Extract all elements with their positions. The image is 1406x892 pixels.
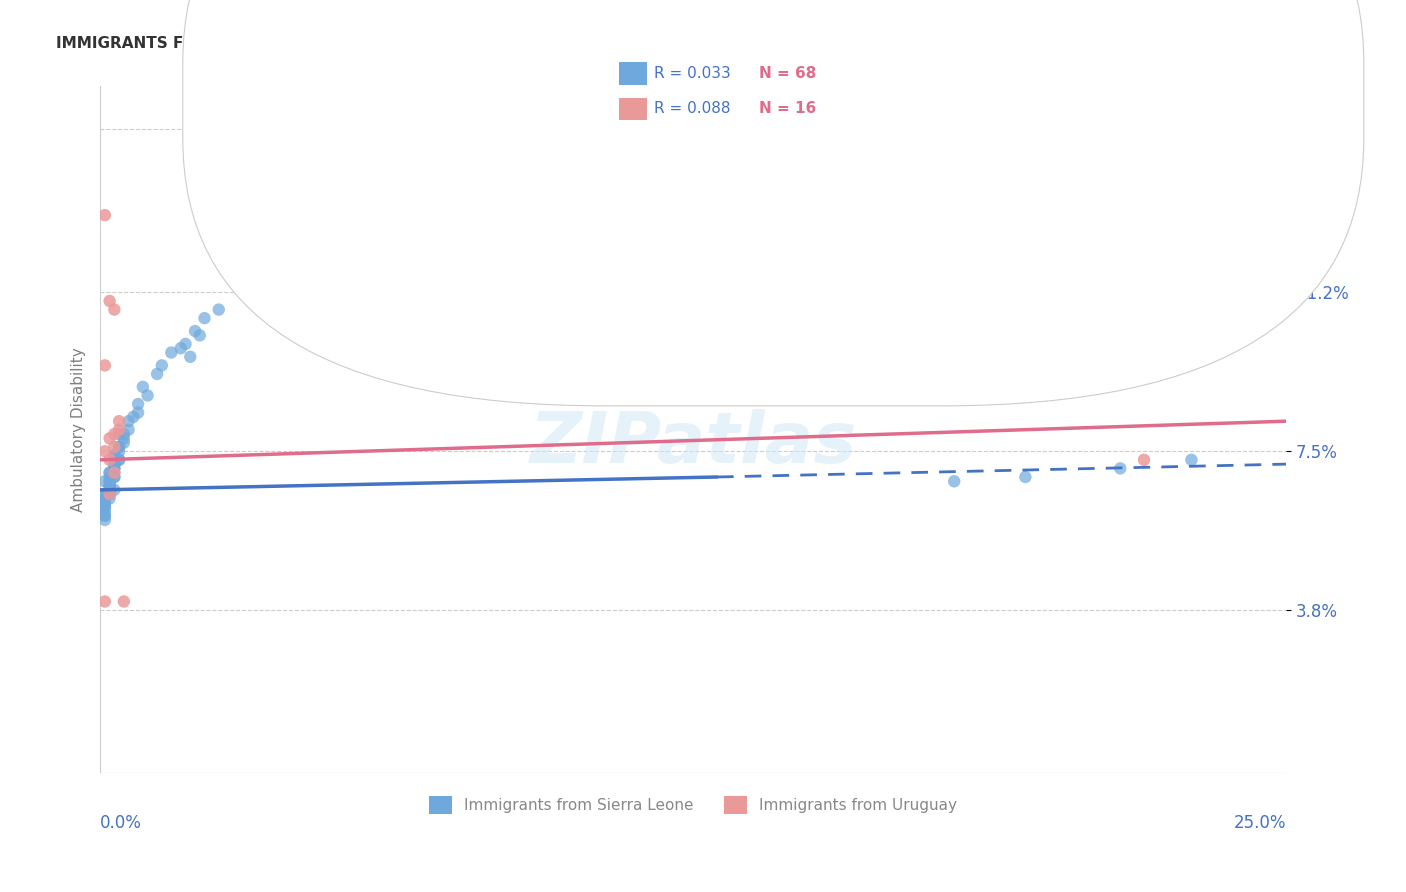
Point — [103, 470, 125, 484]
Point — [112, 431, 135, 445]
Point — [103, 449, 125, 463]
Point — [103, 457, 125, 471]
Point — [127, 406, 149, 420]
Point — [98, 491, 121, 506]
Text: IMMIGRANTS FROM SIERRA LEONE VS IMMIGRANTS FROM URUGUAY AMBULATORY DISABILITY CO: IMMIGRANTS FROM SIERRA LEONE VS IMMIGRAN… — [56, 36, 1050, 51]
Point — [103, 427, 125, 442]
Point — [117, 423, 139, 437]
Point — [103, 302, 125, 317]
Point — [98, 478, 121, 492]
Point — [94, 444, 117, 458]
Point — [108, 452, 131, 467]
Point — [94, 487, 117, 501]
Point — [1109, 461, 1132, 475]
Point — [98, 478, 121, 492]
Text: 25.0%: 25.0% — [1234, 814, 1286, 832]
Point — [103, 457, 125, 471]
Point — [1180, 452, 1202, 467]
Point — [98, 431, 121, 445]
Point — [103, 461, 125, 475]
Point — [1014, 470, 1036, 484]
Point — [94, 508, 117, 523]
Point — [188, 328, 211, 343]
Text: 0.0%: 0.0% — [100, 814, 142, 832]
Point — [103, 466, 125, 480]
Point — [98, 487, 121, 501]
Text: N = 16: N = 16 — [759, 102, 817, 116]
Legend: Immigrants from Sierra Leone, Immigrants from Uruguay: Immigrants from Sierra Leone, Immigrants… — [423, 789, 963, 821]
Point — [170, 341, 193, 355]
Y-axis label: Ambulatory Disability: Ambulatory Disability — [72, 347, 86, 512]
Point — [108, 452, 131, 467]
Point — [94, 500, 117, 514]
Point — [94, 491, 117, 506]
Point — [94, 508, 117, 523]
Point — [103, 440, 125, 454]
Point — [193, 311, 215, 326]
Point — [98, 483, 121, 497]
Point — [108, 427, 131, 442]
Point — [208, 302, 231, 317]
Point — [103, 457, 125, 471]
Point — [112, 435, 135, 450]
Point — [943, 475, 966, 489]
Text: N = 68: N = 68 — [759, 66, 817, 80]
Point — [103, 470, 125, 484]
Point — [94, 208, 117, 222]
Text: Source: ZipAtlas.com: Source: ZipAtlas.com — [1230, 36, 1364, 49]
Point — [136, 388, 159, 402]
Point — [94, 496, 117, 510]
Point — [108, 423, 131, 437]
Point — [98, 487, 121, 501]
Point — [94, 500, 117, 514]
Point — [122, 409, 145, 424]
Text: ZIPatlas: ZIPatlas — [530, 409, 856, 478]
Point — [94, 496, 117, 510]
Point — [117, 414, 139, 428]
Point — [1133, 452, 1156, 467]
Point — [98, 475, 121, 489]
Point — [174, 337, 197, 351]
Point — [179, 350, 201, 364]
Point — [94, 487, 117, 501]
Point — [108, 444, 131, 458]
Point — [146, 367, 169, 381]
Point — [160, 345, 183, 359]
Point — [108, 440, 131, 454]
Point — [94, 359, 117, 373]
Point — [98, 475, 121, 489]
Point — [103, 449, 125, 463]
Point — [94, 475, 117, 489]
Point — [150, 359, 173, 373]
Point — [98, 293, 121, 308]
Point — [98, 470, 121, 484]
Point — [112, 594, 135, 608]
Point — [103, 483, 125, 497]
Point — [94, 513, 117, 527]
Text: R = 0.088: R = 0.088 — [654, 102, 730, 116]
Point — [98, 452, 121, 467]
Point — [132, 380, 155, 394]
Point — [98, 466, 121, 480]
Point — [98, 478, 121, 492]
Point — [108, 414, 131, 428]
Point — [94, 594, 117, 608]
Point — [98, 466, 121, 480]
Text: R = 0.033: R = 0.033 — [654, 66, 731, 80]
Point — [94, 491, 117, 506]
Point — [94, 504, 117, 518]
Point — [184, 324, 207, 338]
Point — [98, 487, 121, 501]
Point — [98, 483, 121, 497]
Point — [103, 461, 125, 475]
Point — [112, 427, 135, 442]
Point — [127, 397, 149, 411]
Point — [103, 466, 125, 480]
Point — [108, 440, 131, 454]
Point — [98, 483, 121, 497]
